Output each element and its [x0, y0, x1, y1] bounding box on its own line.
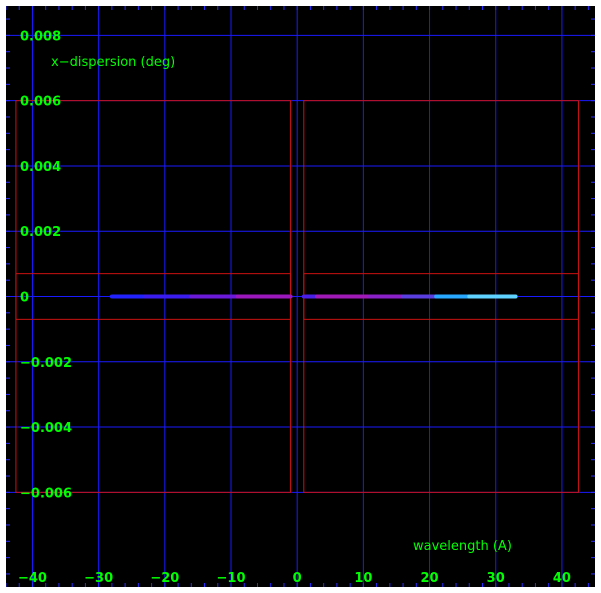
y-tick-label: −0.006	[20, 486, 72, 501]
x-tick-label: 30	[487, 571, 505, 586]
y-tick-label: 0.008	[20, 29, 61, 44]
y-axis-title: x−dispersion (deg)	[51, 55, 175, 70]
x-tick-label: −10	[217, 571, 246, 586]
tick-marks	[6, 6, 595, 587]
y-tick-label: 0.004	[20, 160, 61, 175]
y-tick-label: 0.002	[20, 225, 61, 240]
plot-svg: −40 −30 −20 −10 0 10 20 30 40 0.008 0.006 0.004 0.00…	[6, 6, 595, 587]
x-tick-label: 10	[354, 571, 372, 586]
x-tick-label: −40	[18, 571, 47, 586]
x-tick-label: 40	[553, 571, 571, 586]
plot-area: −40 −30 −20 −10 0 10 20 30 40 0.008 0.006 0.004 0.00…	[6, 6, 595, 587]
y-tick-label: −0.004	[20, 421, 72, 436]
y-tick-label: 0	[20, 291, 29, 306]
x-tick-label: −30	[84, 571, 113, 586]
x-tick-label: 20	[421, 571, 439, 586]
y-tick-label: 0.006	[20, 95, 61, 110]
tick-labels: −40 −30 −20 −10 0 10 20 30 40 0.008 0.006 0.004 0.00…	[18, 29, 571, 586]
x-tick-label: −20	[150, 571, 179, 586]
x-axis-title: wavelength (A)	[413, 539, 512, 554]
x-tick-label: 0	[293, 571, 302, 586]
y-tick-label: −0.002	[20, 356, 72, 371]
